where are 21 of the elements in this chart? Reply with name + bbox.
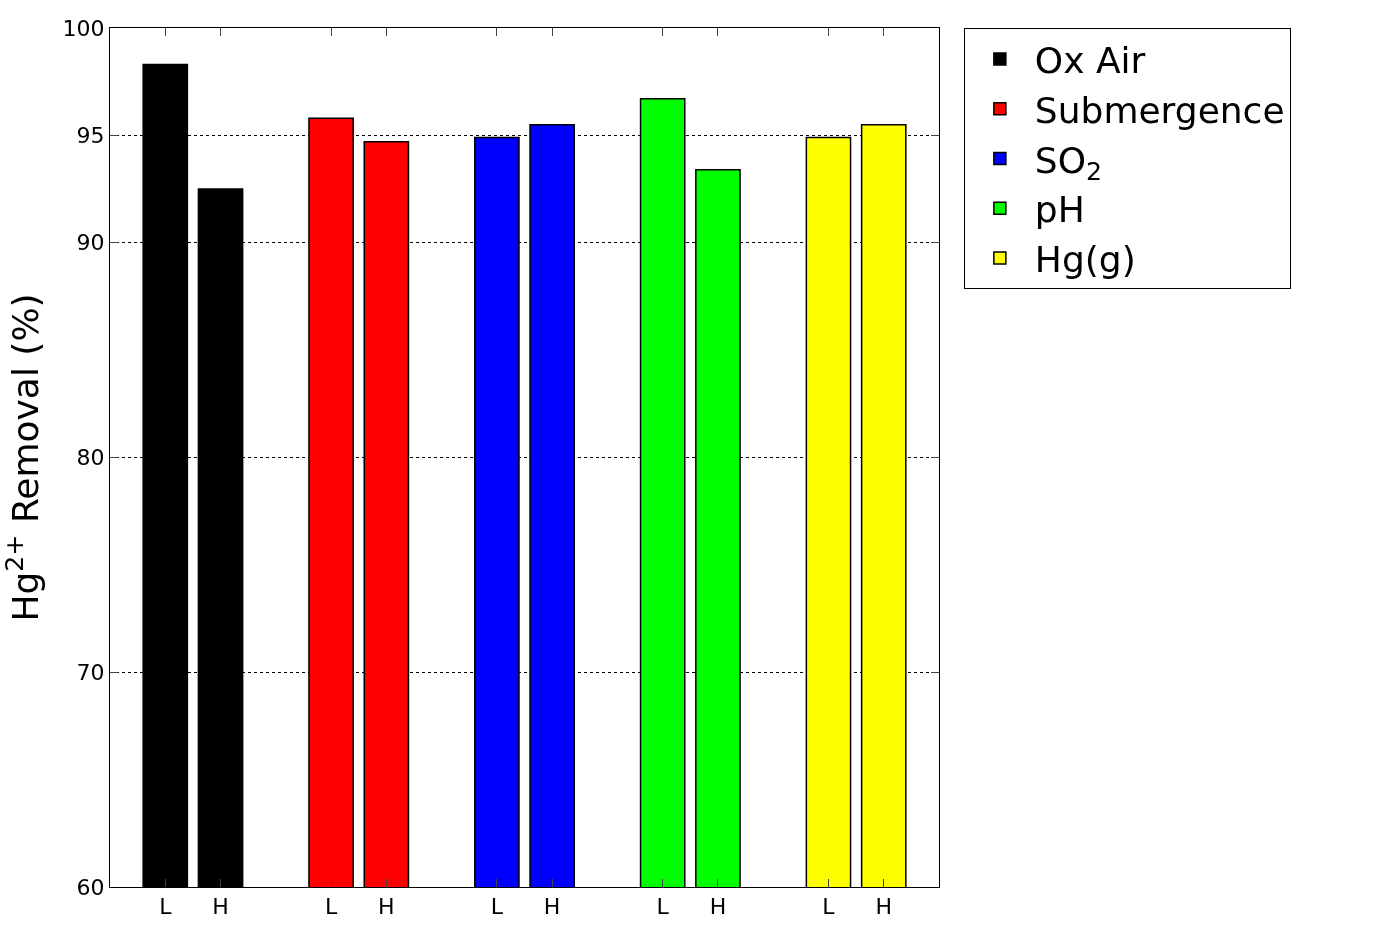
y-tick-label: 60 <box>76 874 105 900</box>
legend-label: Ox Air <box>1034 39 1146 81</box>
y-tick-label: 95 <box>76 123 105 149</box>
x-tick-label: L <box>656 894 670 920</box>
x-tick-label: L <box>822 894 836 920</box>
x-tick-label: H <box>709 894 727 920</box>
y-tick-label: 100 <box>62 15 105 41</box>
x-tick-label: L <box>324 894 338 920</box>
y-tick-label: 70 <box>76 659 105 685</box>
legend-label: Submergence <box>1034 89 1285 131</box>
legend-label: Hg(g) <box>1034 239 1136 281</box>
legend-label: SO$_{2}$ <box>1034 139 1103 187</box>
x-tick-label: H <box>212 894 229 920</box>
x-tick-label: L <box>490 894 504 920</box>
y-tick-label: 90 <box>76 230 105 256</box>
y-tick-label: 80 <box>76 445 105 471</box>
x-tick-label: L <box>159 894 173 920</box>
x-tick-label: H <box>543 894 561 920</box>
legend-label: pH <box>1034 189 1085 231</box>
x-tick-label: H <box>378 894 395 920</box>
x-tick-label: H <box>875 894 892 920</box>
